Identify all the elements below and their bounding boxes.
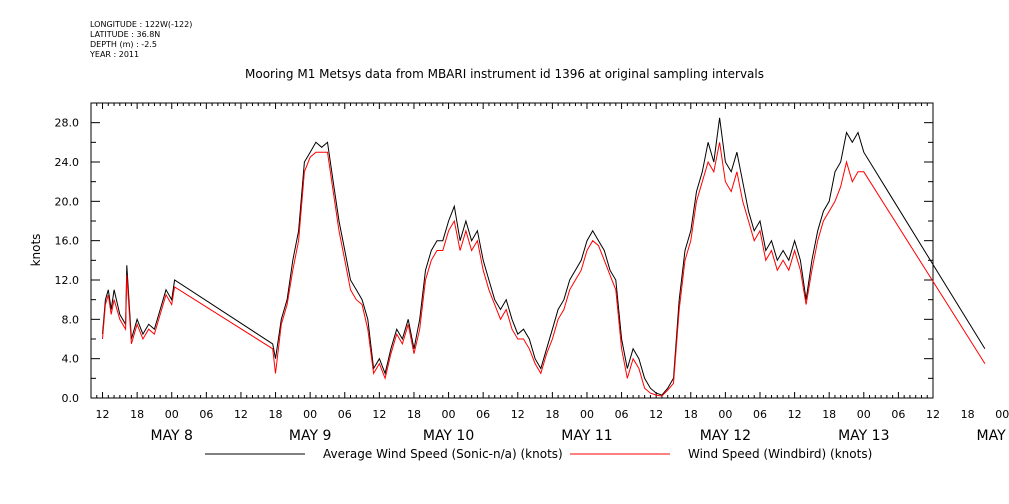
- series-line-windbird-wind-speed: [102, 142, 986, 397]
- plot-frame: [90, 102, 934, 399]
- x-tick-label: 18: [269, 408, 283, 421]
- latitude-label: LATITUDE : 36.8N: [90, 30, 161, 39]
- x-tick-label: 12: [649, 408, 663, 421]
- year-label: YEAR : 2011: [90, 50, 140, 59]
- x-tick-label: 06: [476, 408, 490, 421]
- x-tick-label: 00: [580, 408, 594, 421]
- depth-label: DEPTH (m) : -2.5: [90, 40, 157, 49]
- x-tick-label: 12: [96, 408, 110, 421]
- x-tick-label: 18: [407, 408, 421, 421]
- series-line-average-wind-speed: [102, 117, 986, 396]
- x-day-label: MAY 10: [423, 428, 474, 444]
- x-day-label: MAY 8: [150, 428, 192, 444]
- y-tick-label: 28.0: [55, 117, 80, 130]
- x-day-label: MAY 11: [561, 428, 612, 444]
- x-tick-label: 06: [891, 408, 905, 421]
- y-tick-label: 20.0: [55, 195, 80, 208]
- x-tick-label: 18: [961, 408, 975, 421]
- y-tick-label: 16.0: [55, 235, 80, 248]
- x-tick-label: 00: [995, 408, 1009, 421]
- x-tick-label: 12: [926, 408, 940, 421]
- longitude-label: LONGITUDE : 122W(-122): [90, 20, 193, 29]
- x-tick-label: 18: [684, 408, 698, 421]
- y-tick-label: 4.0: [62, 353, 80, 366]
- legend-label-average: Average Wind Speed (Sonic-n/a) (knots): [323, 447, 563, 461]
- x-tick-label: 18: [822, 408, 836, 421]
- x-tick-label: 18: [545, 408, 559, 421]
- x-tick-label: 12: [511, 408, 525, 421]
- x-day-label: MAY 12: [700, 428, 751, 444]
- y-tick-label: 8.0: [62, 313, 80, 326]
- x-tick-label: 00: [303, 408, 317, 421]
- x-tick-label: 00: [165, 408, 179, 421]
- x-tick-label: 00: [718, 408, 732, 421]
- y-tick-label: 12.0: [55, 274, 80, 287]
- x-tick-label: 06: [199, 408, 213, 421]
- data-series: [102, 117, 986, 397]
- x-tick-label: 00: [442, 408, 456, 421]
- x-tick-label: 12: [788, 408, 802, 421]
- axis-ticks: [90, 102, 934, 399]
- x-tick-label: 12: [234, 408, 248, 421]
- x-day-label: MAY 9: [289, 428, 331, 444]
- legend-label-windbird: Wind Speed (Windbird) (knots): [688, 447, 873, 461]
- x-axis-tick-labels: 12 18 00 06 12 18 00 06 12 18 00 06 12 18 00 06 12 18 00 06…: [96, 408, 1009, 421]
- x-axis-day-labels: MAY 8 MAY 9 MAY 10 MAY 11 MAY 12 MAY 13 MAY 14…: [150, 428, 1009, 444]
- y-axis-tick-labels: 0.0 4.0 8.0 12.0 16.0 20.0 24.0 28.0: [55, 117, 80, 405]
- x-tick-label: 12: [372, 408, 386, 421]
- y-axis-label: knots: [29, 234, 43, 267]
- x-tick-label: 06: [753, 408, 767, 421]
- x-day-label: MAY 13: [838, 428, 889, 444]
- y-tick-label: 24.0: [55, 156, 80, 169]
- chart-title: Mooring M1 Metsys data from MBARI instru…: [245, 67, 764, 81]
- x-tick-label: 18: [130, 408, 144, 421]
- metadata-block: LONGITUDE : 122W(-122) LATITUDE : 36.8N …: [90, 20, 192, 60]
- x-tick-label: 06: [615, 408, 629, 421]
- x-tick-label: 00: [857, 408, 871, 421]
- x-tick-label: 06: [338, 408, 352, 421]
- x-day-label: MAY 14: [977, 428, 1009, 444]
- y-tick-label: 0.0: [62, 392, 80, 405]
